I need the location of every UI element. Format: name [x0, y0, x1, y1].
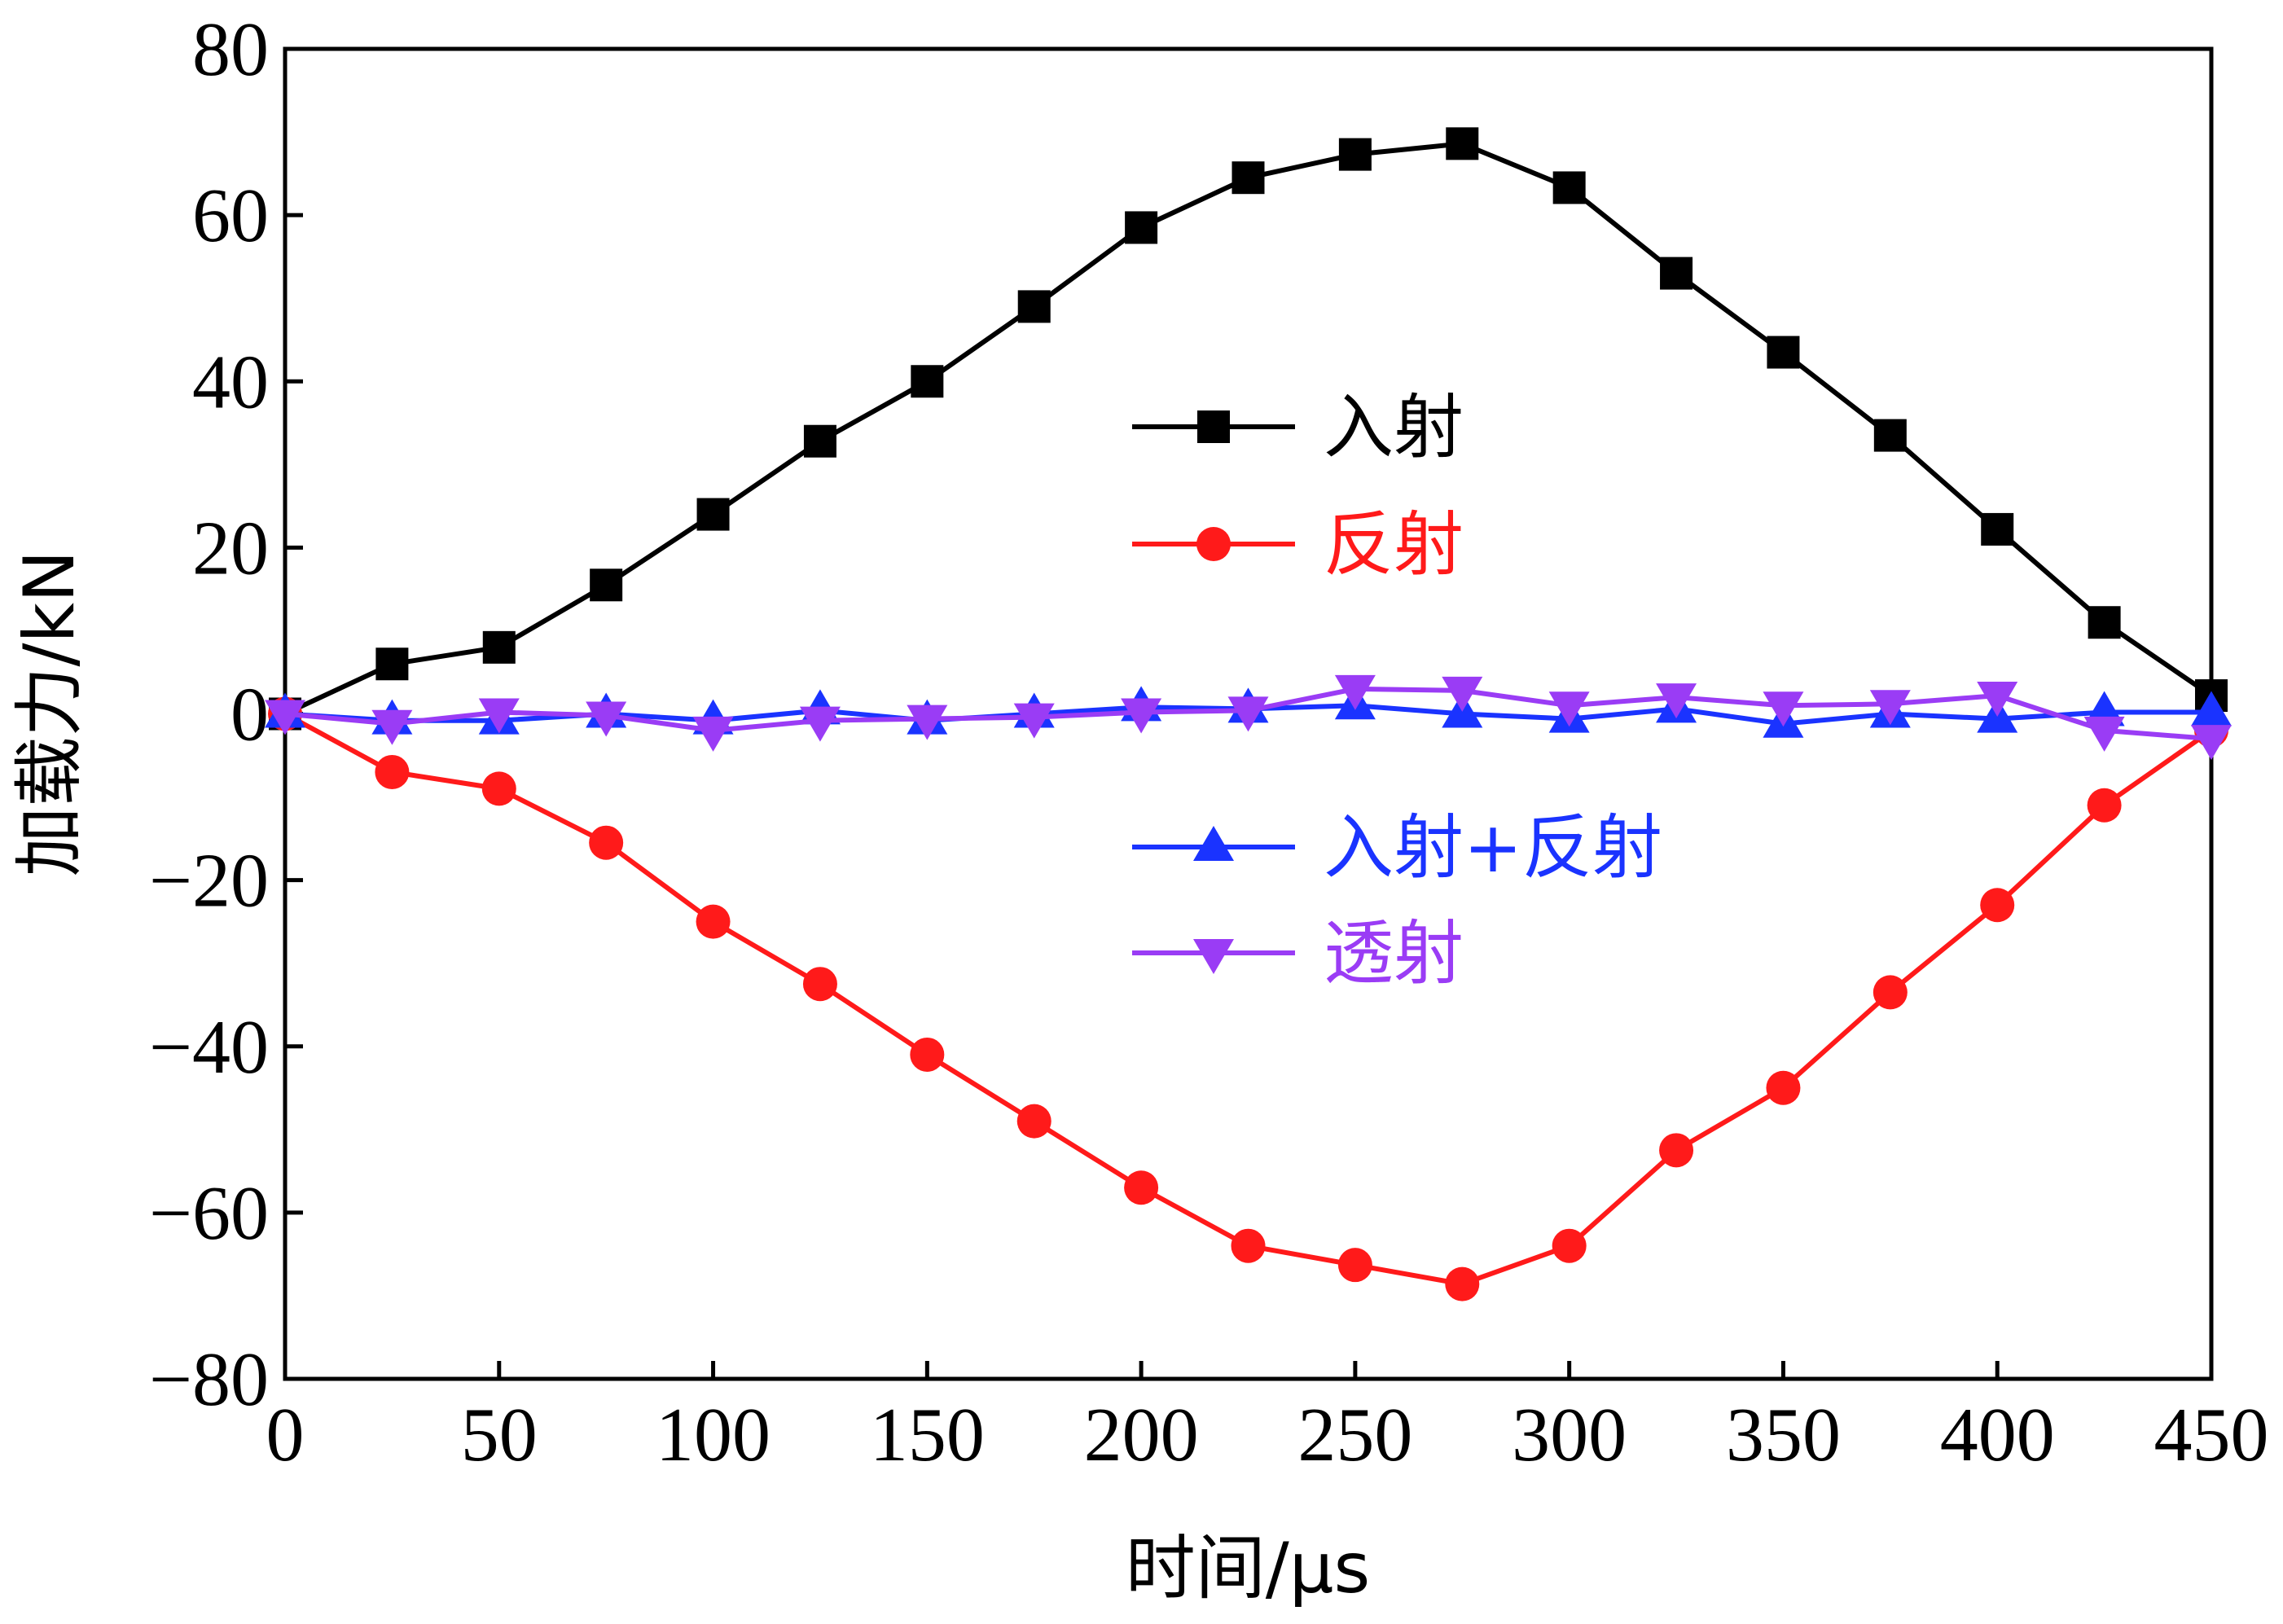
legend-label: 反射 [1324, 504, 1464, 586]
data-point [1125, 211, 1158, 244]
legend-entry-3: 入射+反射 [1132, 807, 1662, 889]
data-point [1548, 691, 1590, 727]
legend-label: 透射 [1324, 913, 1464, 994]
y-tick-label: −40 [149, 1005, 269, 1090]
data-point [1445, 1266, 1480, 1301]
series-2 [268, 696, 2228, 1301]
y-tick-label: 0 [230, 673, 269, 757]
data-point [1016, 1104, 1051, 1139]
y-tick-label: −60 [149, 1171, 269, 1256]
legend-entry-1: 入射 [1132, 387, 1464, 468]
data-point [1442, 676, 1483, 712]
x-tick-label: 100 [656, 1393, 771, 1477]
y-tick-label: −20 [149, 839, 269, 924]
x-tick-label: 350 [1726, 1393, 1841, 1477]
data-point [696, 904, 731, 939]
legend-entry-2: 反射 [1132, 504, 1464, 586]
legend-marker [1197, 410, 1230, 443]
data-point [696, 498, 730, 531]
data-point [1660, 257, 1693, 290]
data-point [2191, 725, 2232, 761]
data-point [2088, 606, 2121, 639]
data-point [1013, 703, 1055, 739]
legend-label: 入射 [1324, 387, 1464, 468]
x-tick-label: 0 [266, 1393, 305, 1477]
data-point [371, 709, 413, 745]
data-point [1337, 1248, 1372, 1283]
data-point [1659, 1133, 1694, 1168]
data-point [265, 700, 305, 735]
data-point [375, 754, 410, 789]
data-point [2191, 691, 2232, 726]
data-point [1763, 691, 1804, 727]
data-point [799, 706, 841, 742]
x-tick-label: 200 [1084, 1393, 1199, 1477]
data-point [1869, 690, 1911, 726]
data-point [1231, 1228, 1266, 1263]
tick-labels: 0 50 100 150 200 250 300 350 400 450806040200−20−… [149, 7, 2269, 1477]
legend-entry-4: 透射 [1132, 913, 1464, 994]
data-point [1767, 336, 1800, 369]
data-point [2083, 716, 2125, 752]
x-tick-label: 450 [2154, 1393, 2269, 1477]
data-point [1980, 888, 2015, 923]
y-tick-label: 80 [192, 7, 269, 92]
x-tick-label: 300 [1512, 1393, 1627, 1477]
data-point [478, 698, 520, 734]
data-point [481, 771, 516, 806]
legend-marker [1193, 826, 1234, 861]
data-point [1124, 1170, 1159, 1205]
data-point [802, 967, 837, 1002]
x-tick-label: 250 [1297, 1393, 1412, 1477]
data-point [589, 825, 624, 860]
data-point [1656, 683, 1697, 719]
data-point [1981, 512, 2014, 546]
x-tick-label: 150 [870, 1393, 985, 1477]
data-point [1552, 1228, 1587, 1263]
data-point [1017, 290, 1051, 323]
x-axis-title: 时间/μs [1126, 1528, 1371, 1609]
y-tick-label: 20 [192, 506, 269, 590]
data-point [911, 365, 944, 398]
series-group [265, 127, 2232, 1301]
data-point [586, 701, 627, 737]
data-point [1121, 698, 1162, 734]
data-point [1872, 975, 1908, 1010]
data-point [1446, 127, 1479, 160]
data-point [482, 630, 516, 664]
x-tick-label: 50 [461, 1393, 538, 1477]
legend-marker [1193, 939, 1234, 974]
data-point [1766, 1070, 1801, 1105]
data-point [1338, 138, 1372, 171]
data-point [1232, 161, 1265, 195]
y-tick-label: 40 [192, 340, 269, 424]
data-point [910, 1037, 945, 1072]
data-point [590, 568, 623, 602]
legend-marker [1196, 527, 1231, 561]
legend-label: 入射+反射 [1324, 807, 1662, 889]
data-point [375, 647, 409, 681]
data-point [1873, 419, 1907, 452]
x-tick-label: 400 [1940, 1393, 2055, 1477]
data-point [1227, 696, 1269, 732]
series-4 [265, 674, 2232, 761]
tick-marks [283, 46, 2214, 1381]
data-point [692, 716, 734, 752]
data-point [1552, 171, 1586, 204]
data-point [2087, 788, 2122, 823]
data-point [1977, 682, 2018, 718]
data-point [907, 704, 948, 740]
series-line [283, 711, 2213, 1287]
y-tick-label: −80 [149, 1337, 269, 1422]
data-point [803, 424, 836, 458]
data-point [1334, 674, 1376, 710]
y-tick-label: 60 [192, 173, 269, 258]
y-axis-title: 加载力/kN [9, 550, 90, 876]
